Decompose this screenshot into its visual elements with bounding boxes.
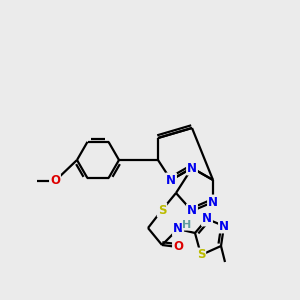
Text: N: N [202, 212, 212, 226]
Text: N: N [166, 173, 176, 187]
Text: O: O [50, 175, 60, 188]
Text: N: N [219, 220, 229, 232]
Text: N: N [187, 205, 197, 218]
Text: N: N [208, 196, 218, 208]
Text: S: S [158, 203, 166, 217]
Text: N: N [173, 223, 183, 236]
Text: S: S [197, 248, 205, 262]
Text: O: O [173, 241, 183, 254]
Text: H: H [182, 220, 192, 230]
Text: N: N [187, 161, 197, 175]
